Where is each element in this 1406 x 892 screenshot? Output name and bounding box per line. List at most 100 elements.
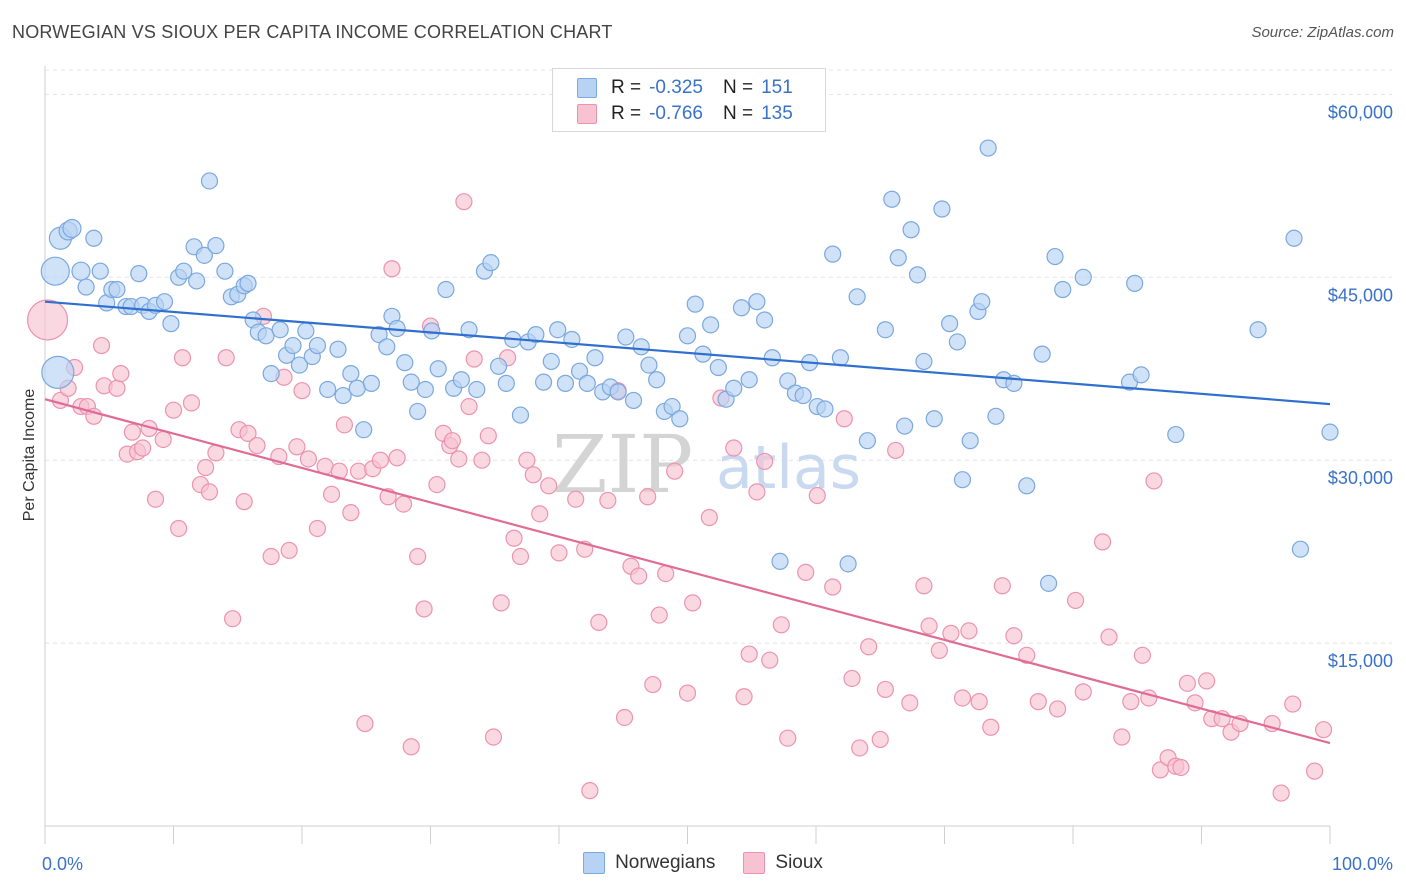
r-value-norwegians: -0.325 [649, 77, 703, 98]
norwegian-point [725, 379, 743, 397]
norwegian-point [378, 338, 396, 356]
norwegian-point [816, 400, 834, 418]
sioux-point [330, 462, 348, 480]
norwegian-point [175, 262, 193, 280]
norwegian-point [542, 352, 560, 371]
norwegian-point [195, 246, 213, 264]
sioux-point [581, 782, 599, 800]
sioux-point [322, 485, 341, 503]
norwegian-point [678, 327, 697, 345]
sioux-point [455, 193, 473, 211]
norwegian-point [732, 299, 751, 317]
norwegian-point [640, 356, 658, 374]
trend-lines [44, 300, 1331, 745]
sioux-point [1005, 627, 1023, 645]
sioux-point [755, 452, 774, 471]
sioux-point [531, 505, 549, 523]
sioux-point [993, 577, 1011, 595]
sioux-point [1198, 672, 1216, 690]
legend-item-sioux[interactable]: Sioux [743, 852, 823, 874]
norwegian-point [262, 365, 280, 383]
sioux-point [1066, 591, 1085, 610]
norwegian-point [755, 311, 774, 329]
sioux-point [615, 708, 634, 727]
norwegian-trend-line [44, 300, 1331, 406]
norwegian-point [355, 421, 373, 439]
norwegian-point [41, 355, 75, 389]
norwegian-points [40, 139, 1339, 592]
norwegian-point [1074, 268, 1092, 286]
norwegian-point [396, 354, 414, 372]
sioux-point [262, 547, 280, 566]
norwegian-point [933, 200, 951, 218]
sioux-point [1284, 695, 1302, 713]
sioux-point [540, 477, 558, 495]
norwegian-point [402, 373, 420, 391]
norwegian-point [973, 293, 991, 311]
norwegian-point [609, 383, 627, 401]
norwegian-point [896, 417, 914, 435]
norwegians-legend-swatch [583, 852, 606, 874]
norwegian-point [987, 407, 1005, 425]
norwegian-point [624, 391, 643, 410]
norwegian-point [578, 374, 596, 392]
norwegian-point [490, 357, 508, 375]
sioux-point [248, 436, 266, 455]
sioux-point [1029, 693, 1047, 711]
sioux-point [599, 491, 617, 510]
axes [44, 66, 1331, 844]
sioux-point [409, 547, 427, 566]
norwegian-point [709, 358, 727, 377]
watermark: ZIP atlas [552, 418, 861, 511]
sioux-point [293, 382, 311, 400]
norwegian-point [953, 471, 972, 489]
norwegians-swatch [577, 78, 597, 98]
sioux-point [388, 449, 406, 467]
sioux-point [550, 544, 568, 562]
norwegian-point [40, 256, 70, 286]
norwegian-point [570, 362, 589, 380]
x-tick-label-min: 0.0% [42, 854, 83, 874]
norwegian-point [370, 326, 388, 344]
norwegian-point [779, 372, 797, 390]
norwegian-point [948, 333, 966, 351]
norwegian-point [162, 315, 180, 333]
norwegian-point [961, 432, 979, 450]
sioux-point [1178, 674, 1196, 692]
sioux-point [108, 379, 126, 397]
norwegian-point [271, 321, 289, 339]
y-tick-label: $45,000 [1328, 285, 1393, 305]
sioux-point [492, 594, 510, 612]
legend-item-norwegians[interactable]: Norwegians [583, 852, 715, 874]
r-value-sioux: -0.766 [649, 103, 703, 124]
sioux-legend-swatch [743, 852, 766, 874]
sioux-swatch [577, 104, 597, 124]
r-label: R = [611, 77, 642, 98]
sioux-point [134, 439, 152, 457]
norwegian-point [1167, 425, 1185, 444]
norwegian-point [482, 254, 500, 272]
norwegian-point [437, 280, 455, 299]
norwegian-point [257, 327, 275, 345]
norwegian-point [925, 410, 943, 428]
sioux-point [428, 475, 446, 494]
norwegian-point [831, 349, 850, 367]
sioux-point [808, 486, 826, 505]
sioux-point [394, 495, 413, 513]
sioux-point [1133, 646, 1151, 664]
sioux-point [590, 613, 608, 631]
sioux-point [942, 624, 960, 642]
norwegian-point [362, 374, 380, 392]
norwegian-point [200, 172, 219, 190]
y-axis-label: Per Capita Income [21, 389, 38, 522]
series-legend: Norwegians Sioux [0, 852, 1406, 874]
norwegian-point [329, 340, 347, 358]
norwegian-point [188, 272, 206, 290]
sioux-point [920, 617, 938, 635]
sioux-point [748, 483, 766, 501]
norwegian-point [239, 274, 257, 292]
sioux-point [860, 638, 878, 656]
norwegian-point [308, 336, 327, 355]
sioux-point [443, 432, 461, 450]
sioux-point [930, 641, 948, 660]
